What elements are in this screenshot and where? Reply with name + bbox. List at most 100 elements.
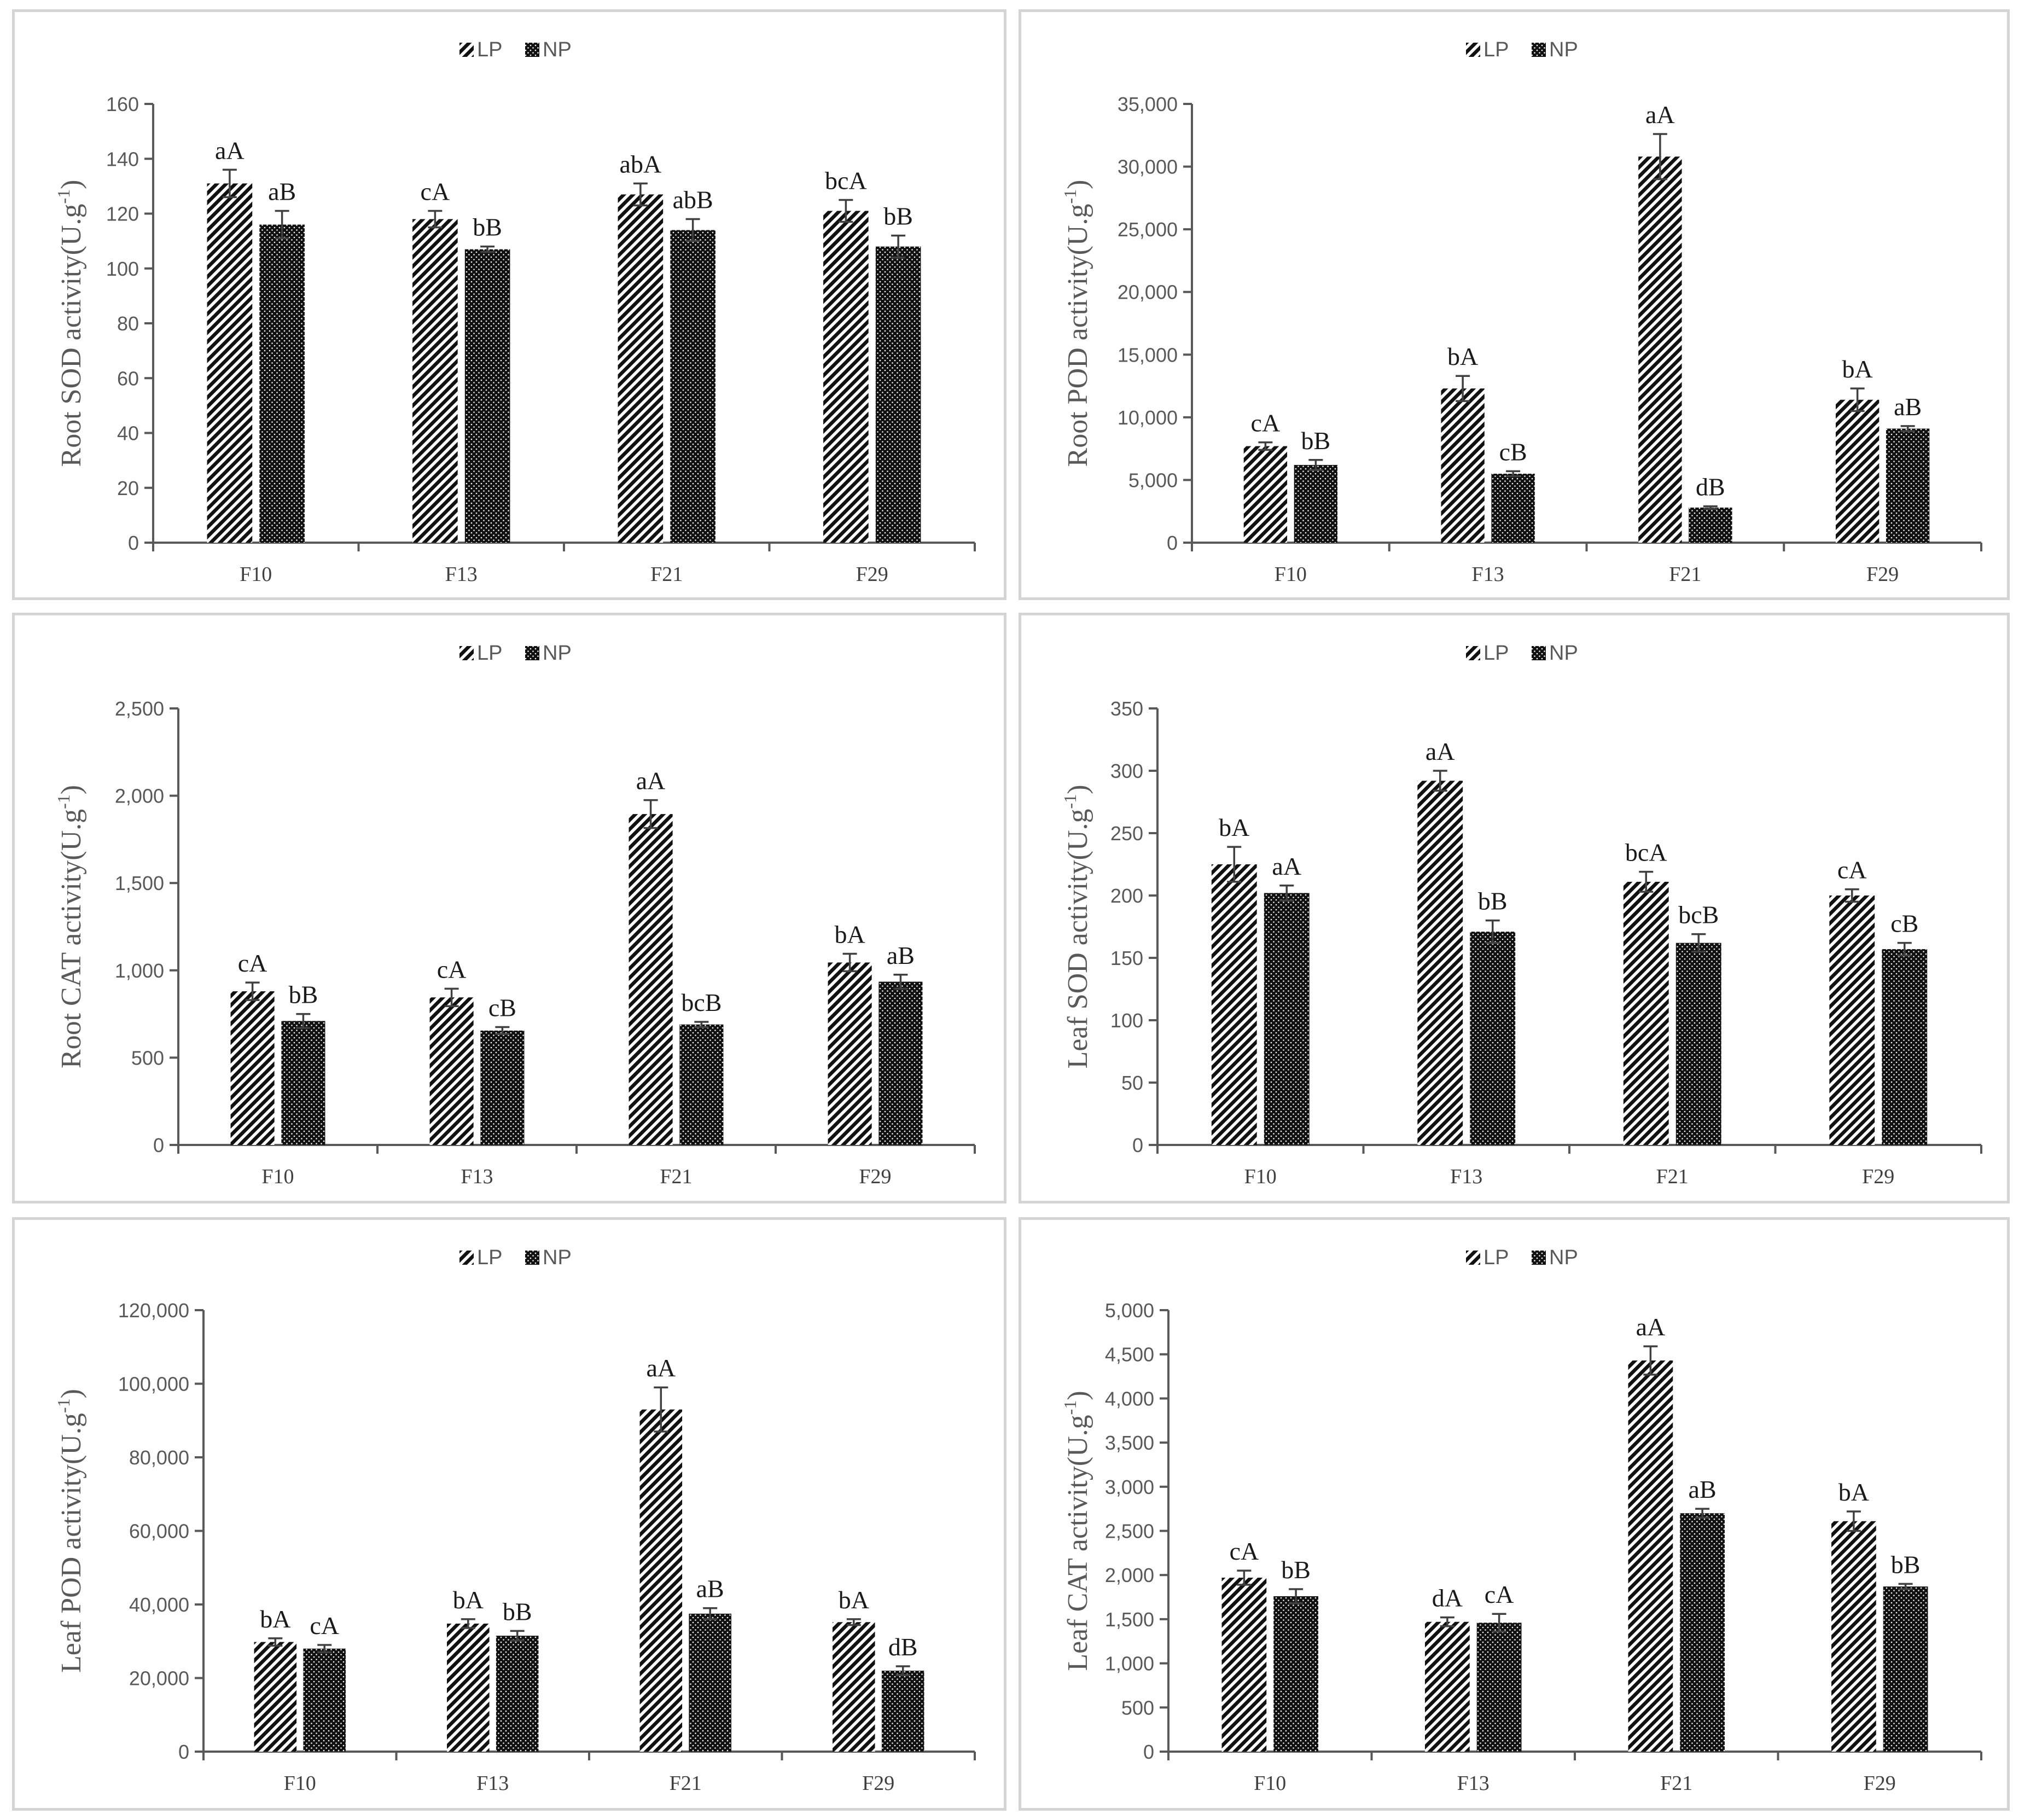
legend-label-np: NP xyxy=(543,642,572,665)
legend: LP NP xyxy=(459,1246,572,1269)
significance-label: bA xyxy=(1447,342,1478,370)
significance-label: aB xyxy=(696,1575,724,1603)
y-tick-label: 0 xyxy=(153,1134,164,1156)
x-tick-label: F21 xyxy=(1660,1772,1692,1795)
bar-lp-f13 xyxy=(447,1624,490,1752)
y-tick-label: 100 xyxy=(106,258,139,280)
bar-np-f29 xyxy=(1882,949,1927,1145)
x-tick-label: F21 xyxy=(1669,563,1701,586)
x-tick-label: F29 xyxy=(1864,1772,1896,1795)
significance-label: cA xyxy=(1837,856,1867,884)
legend-label-lp: LP xyxy=(1483,1246,1509,1269)
bar-lp-f13 xyxy=(1441,388,1484,543)
y-axis-label: Leaf CAT activity(U.g-1) xyxy=(1060,1391,1093,1671)
x-tick-label: F10 xyxy=(1244,1165,1277,1188)
significance-label: aB xyxy=(1894,393,1922,421)
bar-lp-f13 xyxy=(1425,1622,1470,1752)
error-bar xyxy=(480,247,494,252)
legend: LP NP xyxy=(1466,38,1578,61)
legend: LP NP xyxy=(459,38,572,61)
significance-label: bB xyxy=(1478,887,1508,915)
x-tick-label: F29 xyxy=(859,1165,891,1188)
error-bar xyxy=(1703,507,1718,509)
chart-panel-leaf-cat: LP NP 0 500 1,000 1,500 2,000 2,500 3,000 3,500 4,… xyxy=(1019,1217,2010,1811)
significance-label: bA xyxy=(839,1586,869,1614)
significance-label: cA xyxy=(421,177,450,205)
x-tick-label: F13 xyxy=(1450,1165,1482,1188)
legend-swatch-np xyxy=(525,43,539,57)
legend-item-lp: LP xyxy=(459,1246,502,1269)
significance-label: dB xyxy=(888,1633,918,1661)
bar-np-f13 xyxy=(1470,932,1515,1145)
y-tick-label: 25,000 xyxy=(1118,218,1178,241)
legend-label-lp: LP xyxy=(1483,38,1509,61)
y-tick-label: 120,000 xyxy=(118,1299,189,1322)
x-tick-label: F13 xyxy=(1457,1772,1489,1795)
x-tick-label: F10 xyxy=(261,1165,294,1188)
y-tick-label: 4,000 xyxy=(1105,1387,1154,1410)
significance-label: cA xyxy=(1485,1580,1514,1608)
chart-svg: LP NP 0 5,000 10,000 15,000 20,000 25,000 30,000… xyxy=(1021,12,2007,597)
bar-np-f29 xyxy=(878,982,922,1145)
y-tick-label: 15,000 xyxy=(1118,344,1178,366)
bar-lp-f29 xyxy=(823,211,869,543)
legend-swatch-lp xyxy=(1466,1251,1480,1265)
y-tick-label: 35,000 xyxy=(1118,93,1178,115)
bar-lp-f29 xyxy=(828,962,872,1145)
legend-label-lp: LP xyxy=(477,1246,502,1269)
significance-label: cB xyxy=(1499,438,1527,466)
legend-swatch-np xyxy=(1532,43,1546,57)
significance-label: bcB xyxy=(1678,901,1719,929)
chart-panel-leaf-sod: LP NP 0 50 100 150 200 250 300 350 F10 bA aA F13 aA bB F… xyxy=(1019,613,2010,1203)
bar-np-f13 xyxy=(1491,474,1534,543)
y-tick-label: 100 xyxy=(1110,1009,1143,1032)
legend: LP NP xyxy=(1466,1246,1578,1269)
bar-lp-f29 xyxy=(1836,400,1879,543)
significance-label: bcA xyxy=(1625,839,1667,867)
y-tick-label: 500 xyxy=(1121,1696,1154,1719)
significance-label: aA xyxy=(636,767,666,795)
legend-swatch-np xyxy=(1532,646,1546,660)
legend-item-np: NP xyxy=(1532,38,1578,61)
x-tick-label: F13 xyxy=(445,563,478,586)
legend-label-np: NP xyxy=(1549,1246,1578,1269)
y-tick-label: 2,500 xyxy=(1105,1520,1154,1543)
significance-label: cA xyxy=(1230,1537,1259,1565)
legend-item-lp: LP xyxy=(1466,38,1509,61)
x-tick-label: F13 xyxy=(461,1165,493,1188)
significance-label: bA xyxy=(1219,813,1249,841)
chart-svg: LP NP020406080100120140160F10aAaBF13cAbBF… xyxy=(15,12,1004,597)
significance-label: cA xyxy=(437,955,467,983)
significance-label: bB xyxy=(1891,1550,1921,1578)
y-tick-label: 30,000 xyxy=(1118,156,1178,178)
legend-swatch-np xyxy=(1532,1251,1546,1265)
bar-lp-f10 xyxy=(254,1642,297,1752)
significance-label: aA xyxy=(1645,101,1675,129)
significance-label: aA xyxy=(1425,737,1455,765)
y-tick-label: 5,000 xyxy=(1128,469,1178,491)
y-axis-label: Root POD activity(U.g-1) xyxy=(1060,180,1093,467)
y-tick-label: 200 xyxy=(1110,885,1143,907)
legend-swatch-np xyxy=(525,1251,539,1265)
y-tick-label: 2,500 xyxy=(115,697,164,720)
y-tick-label: 2,000 xyxy=(1105,1564,1154,1586)
legend-label-np: NP xyxy=(1549,642,1578,665)
y-tick-label: 10,000 xyxy=(1118,406,1178,429)
bar-lp-f10 xyxy=(1212,864,1257,1145)
significance-label: bA xyxy=(1838,1478,1869,1506)
y-tick-label: 500 xyxy=(131,1046,164,1069)
significance-label: bB xyxy=(1281,1556,1311,1584)
significance-label: cB xyxy=(488,994,516,1022)
bar-np-f29 xyxy=(1886,428,1929,543)
significance-label: aB xyxy=(887,941,915,969)
bar-lp-f21 xyxy=(1624,882,1669,1145)
legend-label-lp: LP xyxy=(477,642,502,665)
y-tick-label: 0 xyxy=(1143,1741,1154,1763)
legend-item-np: NP xyxy=(525,1246,572,1269)
significance-label: aA xyxy=(1636,1313,1666,1341)
bar-np-f13 xyxy=(465,249,510,543)
bar-np-f10 xyxy=(259,225,305,543)
x-tick-label: F13 xyxy=(1472,563,1504,586)
legend-swatch-lp xyxy=(459,43,474,57)
bar-lp-f21 xyxy=(618,194,664,543)
